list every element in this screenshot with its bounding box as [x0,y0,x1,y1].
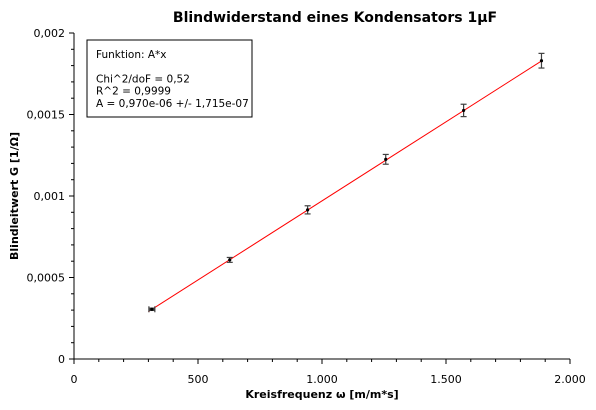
x-axis-label: Kreisfrequenz ω [m/m*s] [245,388,398,401]
x-tick-label: 0 [71,373,78,386]
annotation-line: A = 0,970e-06 +/- 1,715e-07 [96,98,249,110]
y-tick-label: 0,0005 [27,272,66,285]
data-point [228,258,232,262]
annotation-frame [86,39,253,118]
annotation-line: Funktion: A*x [96,49,167,61]
x-tick-label: 2.000 [554,373,586,386]
annotation-line: Chi^2/doF = 0,52 [96,73,190,85]
data-point [462,108,466,113]
fit-line-layer [148,59,543,312]
data-point-layer [150,59,544,311]
fit-annotation-box: Funktion: A*x Chi^2/doF = 0,52R^2 = 0,999… [86,39,253,118]
data-point [384,157,388,161]
chart-title: Blindwiderstand eines Kondensators 1µF [173,10,497,26]
annotation-line: R^2 = 0,9999 [96,86,171,98]
y-tick-label: 0,002 [34,27,66,40]
data-point [306,208,310,212]
fit-line [148,59,543,312]
data-point [539,59,544,63]
y-tick-label: 0,0015 [27,109,66,122]
y-tick-label: 0,001 [34,190,66,203]
x-tick-label: 1.500 [430,373,462,386]
data-point [150,307,154,311]
y-axis-ticks: 0 0,0005 0,001 0,0015 0,002 [27,27,74,366]
y-tick-label: 0 [58,353,65,366]
x-tick-label: 500 [188,373,209,386]
y-axis-label: Blindleitwert G [1/Ω] [8,132,21,260]
x-axis-ticks: 0 500 1.000 1.500 2.000 [71,359,586,386]
x-tick-label: 1.000 [306,373,338,386]
